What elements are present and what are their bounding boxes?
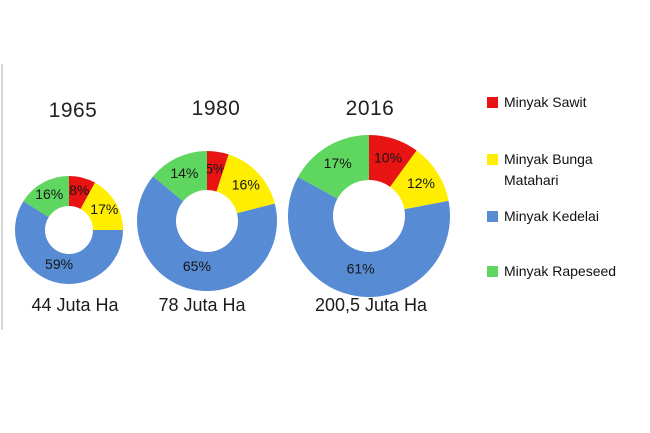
- slice-percent-label: 61%: [347, 261, 375, 277]
- slice-minyak-kedelai: [288, 176, 450, 297]
- chart-title-1980: 1980: [191, 97, 241, 120]
- chart-title-1965: 1965: [48, 99, 98, 122]
- slice-percent-label: 16%: [232, 176, 260, 192]
- legend-label: Minyak Bunga Matahari: [504, 151, 593, 188]
- total-label-1965: 44 Juta Ha: [31, 295, 119, 315]
- slice-percent-label: 5%: [205, 160, 225, 176]
- donut-chart-1980: 5% 16% 65% 14%: [137, 151, 277, 291]
- chart-title-2016: 2016: [345, 97, 395, 120]
- slice-percent-label: 10%: [374, 149, 402, 165]
- legend-swatch-yellow: [487, 154, 498, 165]
- slice-percent-label: 14%: [170, 165, 198, 181]
- slice-minyak-rapeseed: [153, 151, 207, 202]
- slice-minyak-kedelai: [15, 201, 123, 284]
- slice-minyak-sawit: [207, 151, 229, 192]
- slide-edge-line: [1, 64, 3, 330]
- donut-chart-2016: 10% 12% 61% 17%: [288, 135, 450, 297]
- slice-minyak-sawit: [69, 176, 96, 209]
- slice-percent-label: 17%: [324, 155, 352, 171]
- slice-minyak-sawit: [369, 135, 417, 187]
- slice-percent-label: 17%: [90, 201, 118, 217]
- slice-minyak-rapeseed: [298, 135, 369, 199]
- legend-item-minyak-rapeseed: Minyak Rapeseed: [487, 261, 626, 282]
- slice-percent-label: 65%: [183, 258, 211, 274]
- legend-label: Minyak Kedelai: [504, 208, 599, 224]
- slice-percent-label: 16%: [35, 186, 63, 202]
- slice-minyak-bunga-matahari: [80, 182, 123, 230]
- legend-item-minyak-bunga-matahari: Minyak Bunga Matahari: [487, 149, 626, 191]
- legend-item-minyak-sawit: Minyak Sawit: [487, 92, 626, 113]
- legend-swatch-red: [487, 97, 498, 108]
- legend-item-minyak-kedelai: Minyak Kedelai: [487, 206, 626, 227]
- slice-minyak-rapeseed: [23, 176, 69, 218]
- legend-label: Minyak Sawit: [504, 94, 587, 110]
- slice-minyak-bunga-matahari: [390, 150, 449, 210]
- slice-percent-label: 59%: [45, 256, 73, 272]
- total-label-2016: 200,5 Juta Ha: [314, 295, 428, 315]
- slice-percent-label: 12%: [407, 175, 435, 191]
- total-label-1980: 78 Juta Ha: [158, 295, 246, 315]
- legend-swatch-blue: [487, 211, 498, 222]
- legend-label: Minyak Rapeseed: [504, 263, 617, 279]
- slice-minyak-kedelai: [137, 176, 277, 291]
- slice-minyak-bunga-matahari: [216, 154, 275, 214]
- donut-chart-1965: 8%17% 59% 16%: [15, 176, 123, 284]
- slice-percent-label: 8%: [69, 182, 89, 198]
- legend-swatch-green: [487, 266, 498, 277]
